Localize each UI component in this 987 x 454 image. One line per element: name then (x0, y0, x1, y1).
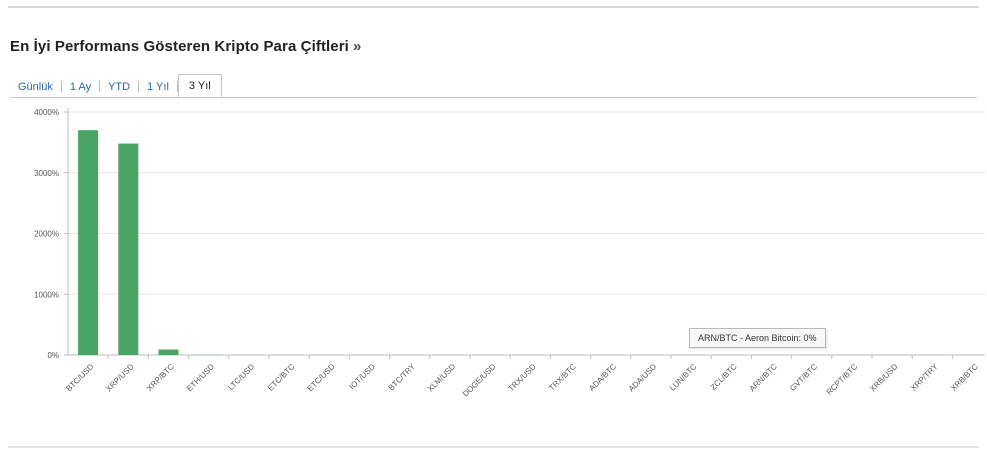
x-tick-label: XLM/USD (426, 362, 458, 394)
x-tick-label: BTC/TRY (387, 362, 418, 393)
tab-separator (60, 81, 62, 92)
tab-separator (99, 81, 101, 92)
tab-daily[interactable]: Günlük (18, 81, 53, 93)
x-tick-label: IOT/USD (348, 362, 377, 391)
y-tick-label: 3000% (34, 169, 59, 178)
x-tick-label: ZCL/BTC (709, 362, 739, 392)
bar-xrp-btc (158, 349, 179, 355)
tabs-underline (10, 97, 977, 98)
bar-btc-usd (78, 130, 99, 355)
x-tick-label: DOGE/USD (461, 362, 498, 399)
y-tick-label: 4000% (34, 108, 59, 117)
period-tabs: Günlük 1 Ay YTD 1 Yıl 3 Yıl (10, 74, 222, 98)
bottom-divider (8, 446, 979, 448)
tab-ytd[interactable]: YTD (108, 81, 131, 93)
x-tick-label: LTC/USD (226, 362, 256, 392)
bar-xrp-usd (118, 143, 139, 355)
x-tick-label: ETC/USD (306, 362, 337, 393)
x-tick-label: ARN/BTC (748, 362, 779, 393)
tab-3-year[interactable]: 3 Yıl (177, 74, 222, 98)
top-divider (8, 6, 979, 8)
chart-tooltip: ARN/BTC - Aeron Bitcoin: 0% (689, 328, 826, 348)
x-tick-label: ADA/BTC (587, 362, 618, 393)
tab-separator (176, 81, 178, 92)
x-tick-label: ADA/USD (627, 362, 659, 394)
y-tick-label: 0% (47, 351, 59, 360)
x-tick-label: XRP/TRY (909, 362, 940, 393)
y-tick-label: 1000% (34, 290, 59, 299)
page-title-text[interactable]: En İyi Performans Gösteren Kripto Para Ç… (10, 38, 349, 55)
title-arrow-icon[interactable]: » (352, 38, 362, 55)
performance-bar-chart: 0% 1000% 2000% 3000% 4000% BTC/USD XRP/USD XRP/… (34, 108, 985, 399)
x-tick-label: XRP/USD (104, 362, 136, 394)
x-tick-label: GVT/BTC (788, 362, 819, 393)
page-title[interactable]: En İyi Performans Gösteren Kripto Para Ç… (10, 38, 361, 55)
x-tick-label: TRX/USD (507, 362, 538, 393)
x-tick-label: ETH/USD (185, 362, 216, 393)
y-tick-label: 2000% (34, 230, 59, 239)
x-tick-label: TRX/BTC (547, 362, 578, 393)
x-tick-label: ETC/BTC (266, 362, 297, 393)
x-tick-label: XRB/USD (868, 362, 900, 394)
tab-separator (138, 81, 140, 92)
x-tick-label: BTC/USD (64, 362, 95, 393)
x-tick-label: LUN/BTC (668, 362, 699, 393)
x-tick-label: XRB/BTC (949, 362, 980, 393)
x-tick-label: RCPT/BTC (825, 362, 860, 397)
tab-1-month[interactable]: 1 Ay (69, 81, 92, 93)
x-tick-label: XRP/BTC (145, 362, 176, 393)
tab-1-year[interactable]: 1 Yıl (147, 81, 169, 93)
